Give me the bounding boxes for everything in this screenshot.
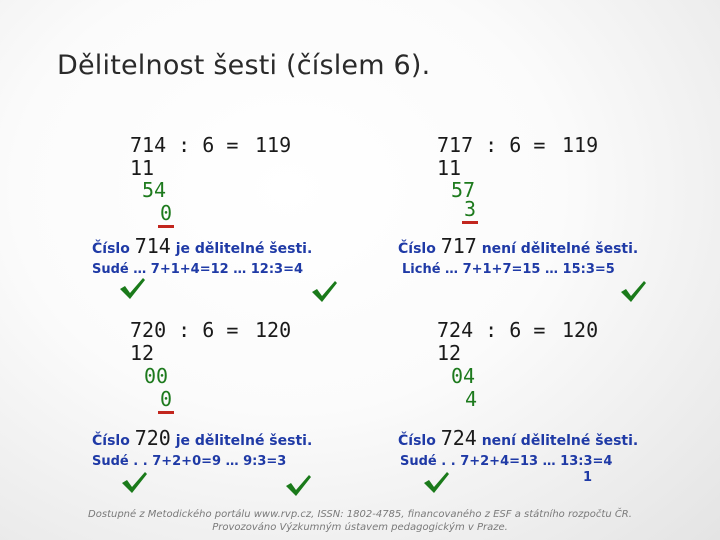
footer: Dostupné z Metodického portálu www.rvp.c… xyxy=(40,508,680,534)
division-quotient: 120 xyxy=(562,318,599,342)
divisibility-rule-remainder: 1 xyxy=(583,470,593,485)
division-remainder: 4 xyxy=(465,387,478,411)
division-remainder: 0 xyxy=(158,387,175,414)
divisibility-statement: Číslo 724 není dělitelné šesti. xyxy=(398,426,639,450)
division-step: 12 xyxy=(130,341,155,365)
division-equation: 717 : 6 = xyxy=(437,133,546,157)
divisibility-statement: Číslo 720 je dělitelné šesti. xyxy=(92,426,313,450)
division-quotient: 119 xyxy=(255,133,292,157)
division-step: 57 xyxy=(451,178,476,202)
page-title: Dělitelnost šesti (číslem 6). xyxy=(57,50,431,81)
footer-line: Provozováno Výzkumným ústavem pedagogick… xyxy=(212,522,508,533)
divisibility-statement: Číslo 717 není dělitelné šesti. xyxy=(398,234,639,258)
division-quotient: 120 xyxy=(255,318,292,342)
checkmark-icon xyxy=(120,278,145,299)
division-step: 54 xyxy=(142,178,167,202)
divisibility-rule: Sudé . . 7+2+4=13 … 13:3=4 xyxy=(400,454,613,469)
division-quotient: 119 xyxy=(562,133,599,157)
divisibility-rule: Sudé … 7+1+4=12 … 12:3=4 xyxy=(92,262,304,277)
checkmark-icon xyxy=(424,472,449,493)
divisibility-rule: Liché … 7+1+7=15 … 15:3=5 xyxy=(402,262,615,277)
division-step: 11 xyxy=(437,156,462,180)
division-equation: 720 : 6 = xyxy=(130,318,239,342)
division-step: 04 xyxy=(451,364,476,388)
checkmark-icon xyxy=(621,281,646,302)
division-equation: 714 : 6 = xyxy=(130,133,239,157)
division-step: 12 xyxy=(437,341,462,365)
footer-line: Dostupné z Metodického portálu www.rvp.c… xyxy=(88,509,632,520)
division-remainder: 0 xyxy=(158,201,175,228)
checkmark-icon xyxy=(312,281,337,302)
divisibility-rule: Sudé . . 7+2+0=9 … 9:3=3 xyxy=(92,454,287,469)
division-equation: 724 : 6 = xyxy=(437,318,546,342)
checkmark-icon xyxy=(286,475,311,496)
division-step: 00 xyxy=(144,364,169,388)
division-step: 11 xyxy=(130,156,155,180)
division-remainder: 3 xyxy=(462,197,479,224)
checkmark-icon xyxy=(122,472,147,493)
divisibility-statement: Číslo 714 je dělitelné šesti. xyxy=(92,234,313,258)
